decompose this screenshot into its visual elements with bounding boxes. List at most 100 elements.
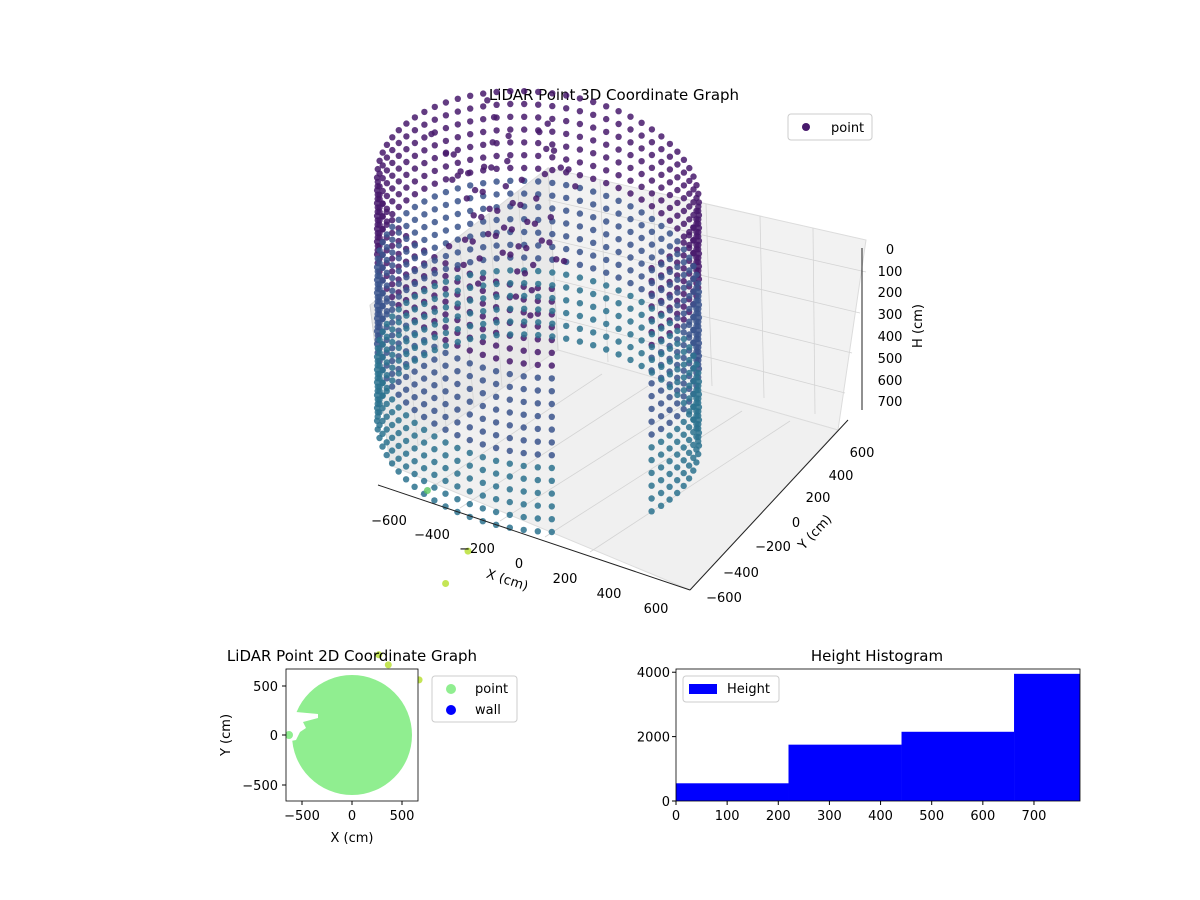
plot3d-point <box>492 496 500 503</box>
plot3d-point <box>442 163 450 170</box>
plot3d-point <box>376 375 383 382</box>
plot3d-point <box>389 364 396 371</box>
plot3d-gridline <box>547 199 867 273</box>
plot3d-point <box>479 313 486 320</box>
plot3d-point <box>535 178 542 185</box>
plot3d-point <box>680 335 688 343</box>
plot2d-x-label: X (cm) <box>331 831 374 846</box>
plot3d-point <box>383 359 391 366</box>
plot3d-point <box>549 333 556 340</box>
plot3d-point <box>493 332 500 339</box>
plot3d-point <box>666 243 674 250</box>
plot3d-point <box>615 312 622 320</box>
plot3d-point <box>507 331 514 338</box>
plot3d-point <box>469 238 476 245</box>
plot3d-point <box>576 338 584 345</box>
plot3d-point <box>674 489 681 497</box>
plot3d-point <box>548 516 555 523</box>
plot3d-point <box>544 120 551 127</box>
plot2d-x-tick: −500 <box>284 809 320 824</box>
plot3d-gridline <box>517 190 531 369</box>
plot3d-point <box>479 377 486 384</box>
plot3d-point <box>548 490 555 497</box>
plot3d-point <box>411 191 419 198</box>
plot3d-point <box>657 425 665 433</box>
plot3d-point <box>421 313 428 320</box>
plot3d-point <box>442 324 449 331</box>
plot3d-point <box>648 482 655 489</box>
plot3d-z-tick: 600 <box>878 374 903 389</box>
plot3d-point <box>685 449 693 456</box>
plot3d-point <box>658 184 665 191</box>
plot3d-point <box>535 280 542 288</box>
plot3d-point <box>454 432 461 439</box>
plot3d-point <box>680 469 687 477</box>
plot3d-point <box>648 177 656 184</box>
plot3d-point <box>627 151 634 159</box>
plot3d-point <box>507 100 514 108</box>
plot3d-point <box>442 400 449 408</box>
plot3d-point <box>534 515 541 522</box>
plot3d-point <box>467 233 474 240</box>
plot3d-point <box>657 413 665 420</box>
plot3d-point <box>576 248 584 256</box>
plot3d-point <box>535 331 542 339</box>
plot3d-point <box>388 217 396 224</box>
plot3d-point <box>403 274 410 281</box>
plot3d-point <box>379 251 386 259</box>
plot3d-point <box>690 173 697 180</box>
plot3d-point <box>403 286 410 294</box>
plot3d-point <box>395 191 402 198</box>
plot3d-point <box>627 190 634 197</box>
plot3d-point <box>576 197 584 204</box>
histogram-y-ticks: 0 2000 4000 <box>637 666 676 810</box>
plot3d-point <box>431 231 438 239</box>
plot3d-point <box>648 151 656 159</box>
plot3d-point <box>615 287 622 294</box>
plot3d-point <box>680 482 687 490</box>
plot3d-point <box>666 358 674 365</box>
plot3d-legend-frame <box>787 113 873 141</box>
plot3d-point <box>627 164 634 172</box>
plot3d-point <box>666 307 674 314</box>
plot3d-point <box>576 236 584 243</box>
plot3d-point <box>627 292 634 300</box>
plot2d-points <box>286 675 412 795</box>
plot3d-point <box>506 370 513 378</box>
plot3d-point <box>442 452 449 459</box>
plot3d-point <box>520 347 527 354</box>
plot3d-point <box>603 154 610 161</box>
plot3d-point <box>648 228 656 235</box>
plot3d-point <box>395 152 402 159</box>
plot3d-point <box>431 180 438 187</box>
plot3d-point <box>680 367 687 374</box>
plot3d-point <box>388 268 396 275</box>
plot3d-point <box>395 442 402 450</box>
plot3d-point <box>431 382 438 389</box>
plot3d-point <box>666 230 674 237</box>
plot3d-point <box>493 268 500 275</box>
plot3d-point <box>388 460 396 467</box>
plot3d-point <box>467 335 474 343</box>
plot3d-point <box>658 338 665 345</box>
plot3d-point <box>534 502 541 509</box>
plot3d-point <box>375 651 383 659</box>
plot3d-point <box>379 341 386 348</box>
plot3d-point <box>549 115 556 123</box>
plot3d-point <box>638 350 645 357</box>
plot3d-point <box>686 241 693 249</box>
plot3d-point <box>506 396 513 403</box>
plot3d-point <box>442 362 449 369</box>
plot3d-point <box>454 368 461 375</box>
plot3d-point <box>383 256 391 264</box>
plot3d-point <box>376 260 383 267</box>
plot3d-point <box>466 488 473 495</box>
plot3d-point <box>648 305 656 312</box>
plot3d-point <box>411 229 419 236</box>
plot3d-point <box>572 183 579 190</box>
plot3d-point <box>507 113 514 121</box>
histogram-y-tick: 4000 <box>637 666 670 681</box>
plot3d-point <box>690 378 697 385</box>
plot3d-point <box>527 312 534 319</box>
plot3d-point <box>466 475 473 482</box>
